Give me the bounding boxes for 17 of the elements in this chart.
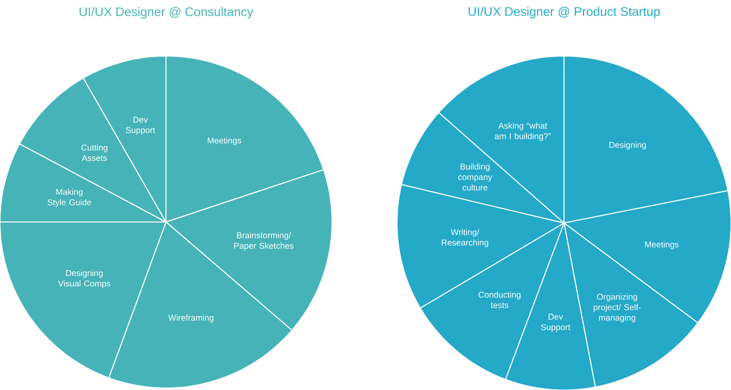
slice-label: Meetings [645, 241, 679, 250]
slice-label: Wireframing [168, 314, 214, 322]
slice-label: Asking “what am I building?” [494, 122, 551, 141]
slice-label: Designing Visual Comps [58, 270, 110, 288]
slice-label: Building company culture [458, 163, 492, 191]
slice-label: Conducting tests [478, 291, 521, 308]
slice-label: Meetings [208, 137, 242, 146]
slice-label: Dev Support [541, 314, 570, 332]
slice-label: Designing [609, 142, 646, 150]
chart-title: UI/UX Designer @ Consultancy [80, 7, 254, 19]
slice-label: Writing/ Researching [442, 228, 488, 248]
slice-label: Cutting Assets [82, 144, 108, 162]
chart-title: UI/UX Designer @ Product Startup [468, 6, 660, 18]
slice-label: Brainstorming/ Paper Sketches [234, 232, 294, 250]
slice-label: Organizing project/ Self-managing [594, 294, 641, 322]
slice-label: Dev Support [126, 116, 156, 135]
slice-label: Making Style Guide [48, 188, 92, 207]
